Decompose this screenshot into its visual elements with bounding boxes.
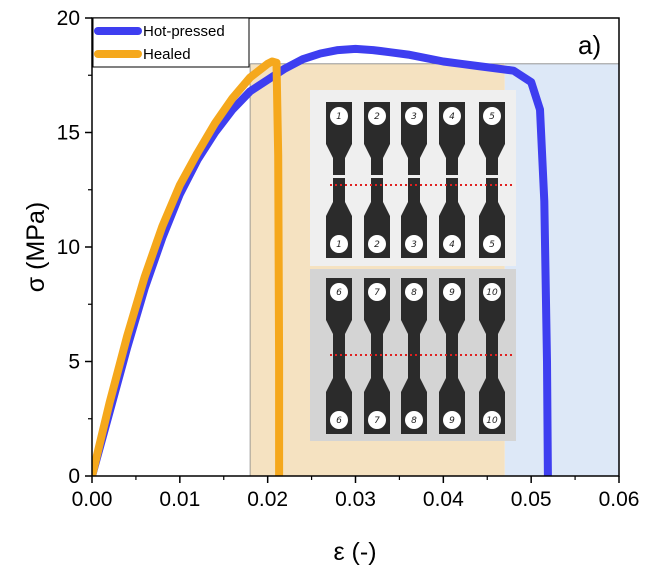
- x-axis-title: ε (-): [333, 538, 376, 566]
- y-axis-ticks: 0 5 10 15 20: [57, 7, 92, 488]
- data-curves: [92, 44, 552, 476]
- legend-label-hot-pressed: Hot-pressed: [143, 23, 225, 40]
- specimen-label-sticker: [483, 411, 501, 429]
- specimen-body: [401, 102, 427, 258]
- specimen-fracture-gap: [440, 175, 464, 178]
- specimen-fracture-gap: [327, 175, 351, 178]
- specimen-number: 6: [336, 416, 342, 426]
- specimen-body: [401, 278, 427, 434]
- legend-box: [92, 17, 250, 68]
- specimen-label-sticker: [483, 283, 501, 301]
- specimen: 11: [326, 102, 352, 258]
- y-tick-label: 10: [57, 236, 80, 259]
- specimen: 22: [364, 102, 390, 258]
- specimen-number: 8: [411, 288, 417, 298]
- y-tick-label: 5: [68, 351, 80, 374]
- x-tick-label: 0.01: [159, 488, 200, 511]
- specimen-number: 4: [449, 112, 455, 122]
- specimen-label-sticker: [443, 283, 461, 301]
- y-tick-label: 20: [57, 7, 80, 30]
- specimen-number: 8: [411, 416, 417, 426]
- x-tick-label: 0.04: [423, 488, 464, 511]
- shaded-region-1: [504, 63, 619, 477]
- x-tick-label: 0.00: [72, 488, 113, 511]
- specimen-label-sticker: [330, 107, 348, 125]
- specimen: 66: [326, 278, 352, 434]
- specimen-number: 5: [489, 112, 495, 122]
- specimen-body: [326, 102, 352, 258]
- specimen-number: 2: [374, 112, 380, 122]
- specimen-number: 7: [374, 288, 380, 298]
- specimen-label-sticker: [405, 283, 423, 301]
- panel-label: a): [578, 30, 601, 60]
- legend-label-healed: Healed: [143, 46, 191, 63]
- specimen-number: 9: [449, 416, 455, 426]
- specimen-label-sticker: [443, 107, 461, 125]
- specimen-number: 4: [449, 240, 455, 250]
- x-tick-label: 0.03: [335, 488, 376, 511]
- specimen-body: [479, 102, 505, 258]
- specimen-body: [326, 278, 352, 434]
- specimen-label-sticker: [368, 235, 386, 253]
- specimen-number: 3: [411, 112, 417, 122]
- y-axis-title: σ (MPa): [22, 202, 50, 292]
- specimen-label-sticker: [483, 235, 501, 253]
- specimen-label-sticker: [405, 107, 423, 125]
- specimen-number: 10: [486, 416, 498, 426]
- specimen-label-sticker: [443, 235, 461, 253]
- specimen-label-sticker: [405, 411, 423, 429]
- specimen: 44: [439, 102, 465, 258]
- x-tick-label: 0.06: [599, 488, 640, 511]
- x-tick-label: 0.05: [511, 488, 552, 511]
- y-tick-label: 15: [57, 122, 80, 145]
- legend: Hot-pressed Healed: [92, 17, 250, 68]
- specimen-label-sticker: [443, 411, 461, 429]
- x-tick-label: 0.02: [247, 488, 288, 511]
- specimen-number: 10: [486, 288, 498, 298]
- specimen-label-sticker: [330, 283, 348, 301]
- specimen: 88: [401, 278, 427, 434]
- specimen-label-sticker: [330, 411, 348, 429]
- specimen-label-sticker: [368, 283, 386, 301]
- specimen-number: 3: [411, 240, 417, 250]
- series-line-healed: [92, 57, 284, 476]
- specimen-label-sticker: [368, 107, 386, 125]
- specimen-label-sticker: [368, 411, 386, 429]
- specimen-number: 9: [449, 288, 455, 298]
- x-axis-ticks: 0.00 0.01 0.02 0.03 0.04 0.05 0.06: [72, 476, 640, 511]
- specimen: 33: [401, 102, 427, 258]
- specimen-label-sticker: [483, 107, 501, 125]
- specimen-body: [439, 102, 465, 258]
- specimen-number: 1: [336, 240, 342, 250]
- y-tick-label: 0: [68, 465, 80, 488]
- specimen-fracture-gap: [480, 175, 504, 178]
- specimen-number: 2: [374, 240, 380, 250]
- specimen-fracture-gap: [365, 175, 389, 178]
- specimen-label-sticker: [330, 235, 348, 253]
- specimen-number: 5: [489, 240, 495, 250]
- specimen-fracture-gap: [402, 175, 426, 178]
- specimen-label-sticker: [405, 235, 423, 253]
- specimen-body: [364, 102, 390, 258]
- specimen-number: 7: [374, 416, 380, 426]
- specimen-number: 1: [336, 112, 342, 122]
- specimen: 55: [479, 102, 505, 258]
- specimen-number: 6: [336, 288, 342, 298]
